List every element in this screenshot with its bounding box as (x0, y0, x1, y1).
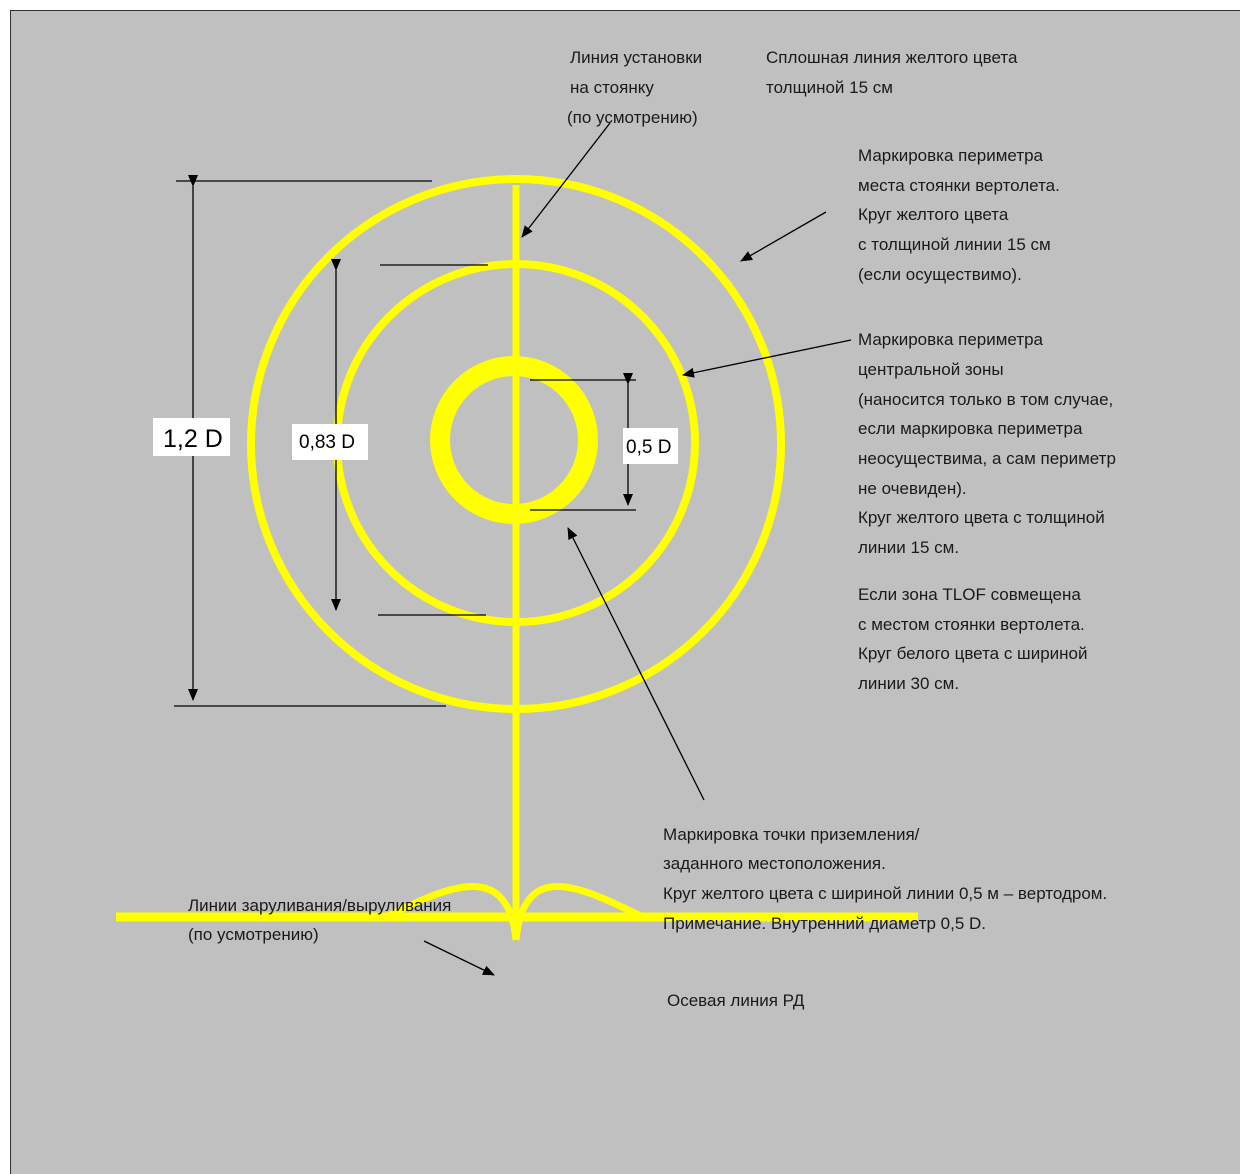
dimension-lines (174, 175, 636, 707)
touchdown-note: Маркировка точки приземления/ заданного … (663, 825, 1112, 933)
taxi-curve-left (384, 883, 520, 941)
taxi-curve-right (512, 883, 645, 941)
parking-line-note: Линия установки на стоянку (по усмотрени… (567, 48, 707, 127)
taxiway-centerline-label: Осевая линия РД (667, 991, 805, 1010)
inner-dimension-label: 0,5 D (626, 437, 671, 458)
stand-perimeter-note: Маркировка периметра места стоянки верто… (858, 146, 1065, 284)
middle-dimension-label: 0,83 D (299, 432, 355, 453)
annotations: Линия установки на стоянку (по усмотрени… (188, 48, 1121, 1010)
solid-line-note: Сплошная линия желтого цвета толщиной 15… (766, 48, 1022, 97)
central-zone-note: Маркировка периметра центральной зоны (н… (858, 330, 1121, 557)
dimension-labels: 1,2 D 0,83 D 0,5 D (153, 418, 678, 464)
taxi-lines-note: Линии заруливания/выруливания (по усмотр… (188, 896, 456, 944)
outer-dimension-label: 1,2 D (163, 425, 223, 453)
leader-arrows (423, 122, 852, 976)
tlof-note: Если зона TLOF совмещена с местом стоянк… (858, 585, 1092, 693)
